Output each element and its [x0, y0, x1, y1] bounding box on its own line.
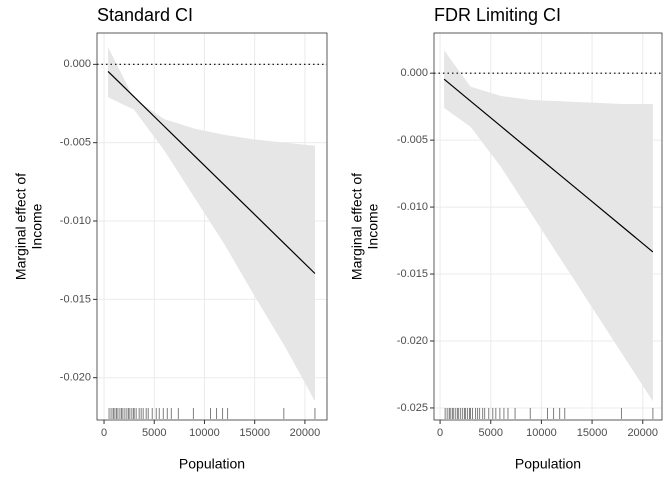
- y-axis-label: Income: [29, 203, 45, 249]
- y-tick-label: -0.025: [397, 402, 428, 414]
- x-tick-label: 0: [101, 427, 107, 439]
- y-tick-label: -0.005: [397, 134, 428, 146]
- y-tick-label: -0.005: [60, 137, 91, 149]
- y-tick-label: -0.020: [397, 335, 428, 347]
- y-tick-label: -0.020: [60, 372, 91, 384]
- effect-line: [107, 70, 316, 274]
- y-tick-label: 0.000: [400, 67, 428, 79]
- y-tick-label: -0.015: [60, 293, 91, 305]
- x-axis-label: Population: [515, 456, 581, 472]
- x-tick-label: 15000: [239, 427, 270, 439]
- x-tick-label: 5000: [479, 427, 503, 439]
- y-tick-label: -0.015: [397, 268, 428, 280]
- x-tick-label: 15000: [577, 427, 608, 439]
- y-tick-label: 0.000: [63, 58, 91, 70]
- y-tick-label: -0.010: [397, 201, 428, 213]
- ci-band: [108, 47, 315, 402]
- x-tick-label: 0: [437, 427, 443, 439]
- effect-line: [443, 78, 654, 253]
- x-tick-label: 20000: [627, 427, 658, 439]
- y-axis-label: Income: [365, 203, 381, 249]
- y-tick-label: -0.010: [60, 215, 91, 227]
- x-axis-label: Population: [179, 456, 245, 472]
- y-axis-label: Marginal effect of: [349, 173, 365, 280]
- x-tick-label: 5000: [142, 427, 166, 439]
- panel-border: [96, 32, 328, 421]
- y-axis-label: Marginal effect of: [13, 173, 29, 280]
- x-tick-label: 20000: [290, 427, 321, 439]
- panel-border: [433, 32, 663, 421]
- chart-title: FDR Limiting CI: [434, 5, 561, 25]
- x-tick-label: 10000: [526, 427, 557, 439]
- x-tick-label: 10000: [189, 427, 220, 439]
- ci-band: [444, 50, 653, 402]
- chart-title: Standard CI: [97, 5, 193, 25]
